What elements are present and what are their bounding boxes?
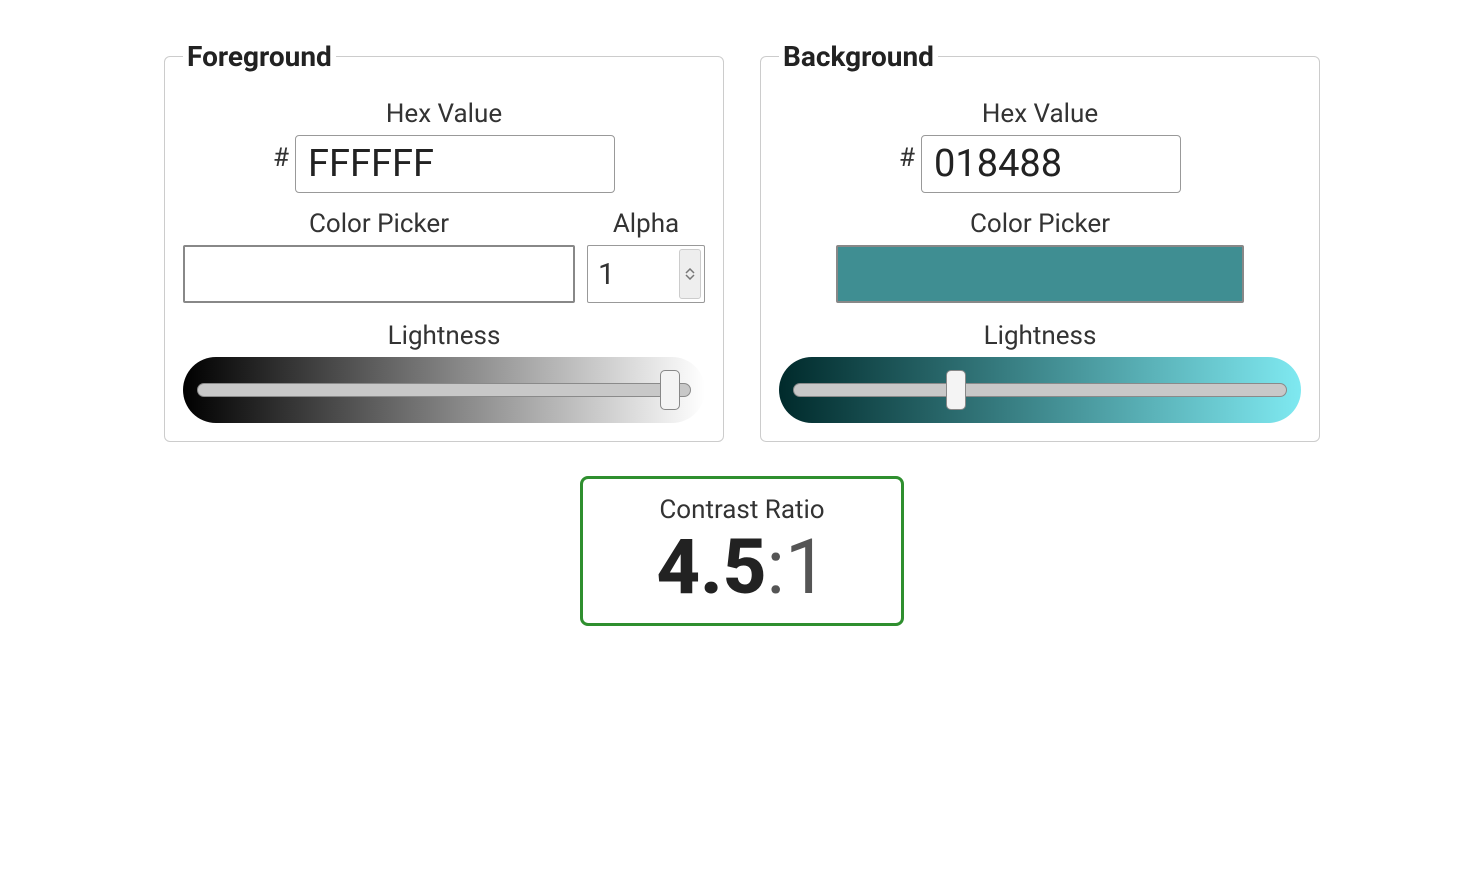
slider-rail [197, 383, 691, 397]
alpha-stepper[interactable] [679, 249, 701, 299]
background-hex-row: # [779, 135, 1301, 193]
contrast-ratio-title: Contrast Ratio [593, 495, 891, 525]
foreground-hex-row: # [183, 135, 705, 193]
color-panels: Foreground Hex Value # Color Picker Alph… [40, 40, 1444, 442]
background-hex-label: Hex Value [779, 99, 1301, 129]
background-lightness-slider[interactable] [779, 357, 1301, 423]
foreground-lightness-slider[interactable] [183, 357, 705, 423]
hash-symbol: # [899, 143, 915, 173]
slider-thumb[interactable] [660, 370, 680, 410]
background-lightness-label: Lightness [779, 321, 1301, 351]
slider-thumb[interactable] [946, 370, 966, 410]
background-lightness-section: Lightness [779, 321, 1301, 423]
foreground-lightness-section: Lightness [183, 321, 705, 423]
background-panel: Background Hex Value # Color Picker Ligh… [760, 40, 1320, 442]
foreground-legend: Foreground [183, 40, 336, 73]
contrast-ratio-separator: : [767, 522, 785, 612]
foreground-color-swatch[interactable] [183, 245, 575, 303]
foreground-alpha-col: Alpha [587, 209, 705, 303]
contrast-ratio-right: 1 [785, 522, 828, 612]
alpha-input-wrap [587, 245, 705, 303]
chevron-down-icon [685, 274, 695, 280]
hash-symbol: # [273, 143, 289, 173]
foreground-picker-col: Color Picker [183, 209, 575, 303]
slider-rail [793, 383, 1287, 397]
foreground-picker-label: Color Picker [309, 209, 449, 239]
background-hex-input[interactable] [921, 135, 1181, 193]
foreground-picker-row: Color Picker Alpha [183, 209, 705, 303]
foreground-hex-label: Hex Value [183, 99, 705, 129]
foreground-alpha-label: Alpha [613, 209, 679, 239]
foreground-hex-input[interactable] [295, 135, 615, 193]
background-picker-col: Color Picker [836, 209, 1243, 303]
background-legend: Background [779, 40, 938, 73]
foreground-panel: Foreground Hex Value # Color Picker Alph… [164, 40, 724, 442]
foreground-lightness-label: Lightness [183, 321, 705, 351]
contrast-ratio-value: 4.5:1 [593, 529, 891, 605]
background-picker-label: Color Picker [970, 209, 1110, 239]
background-color-swatch[interactable] [836, 245, 1243, 303]
background-picker-row: Color Picker [779, 209, 1301, 303]
contrast-ratio-box: Contrast Ratio 4.5:1 [580, 476, 904, 626]
contrast-ratio-left: 4.5 [656, 522, 766, 612]
